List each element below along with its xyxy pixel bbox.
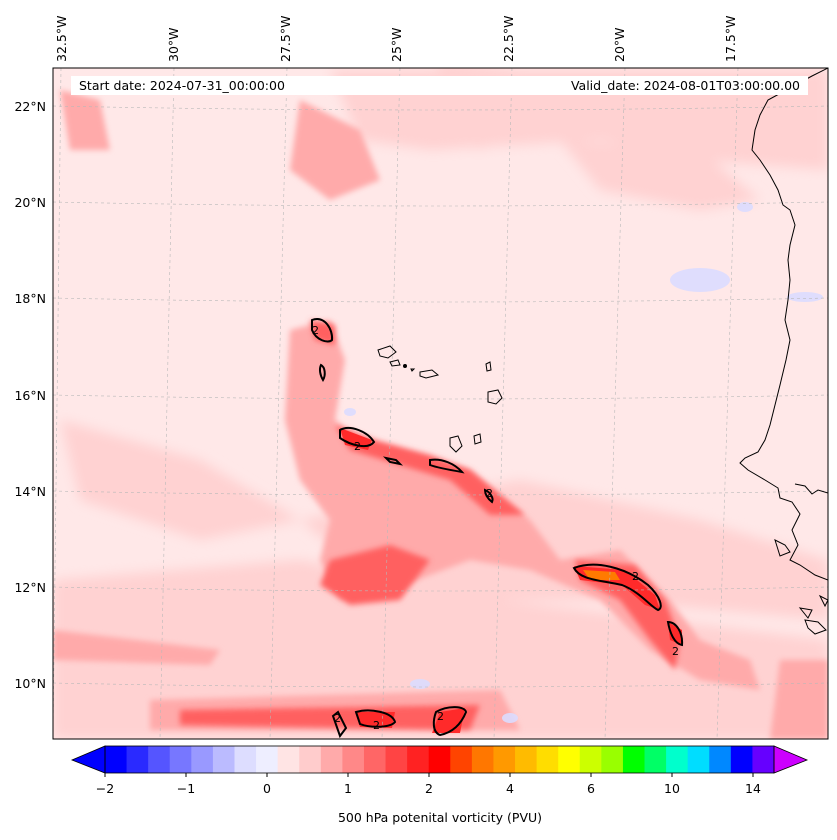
pv-field-negative (344, 202, 823, 723)
lon-label: 22.5°W (501, 16, 516, 62)
lon-label: 25°W (389, 27, 404, 62)
colorbar-cell (709, 746, 732, 773)
colorbar-cell (126, 746, 149, 773)
graticule (53, 68, 828, 739)
lon-label: 30°W (166, 27, 181, 62)
colorbar-cell (450, 746, 473, 773)
pv-field-strong (180, 320, 680, 730)
colorbar-cell (428, 746, 451, 773)
colorbar-cell (191, 746, 214, 773)
colorbar-cell (644, 746, 667, 773)
lat-label: 18°N (14, 291, 46, 306)
colorbar-tick-labels: −2 −1 0 1 2 4 6 10 14 (96, 781, 761, 796)
map-frame (52, 67, 829, 740)
contour-label: 2 (486, 487, 493, 500)
colorbar-tick-label: −1 (177, 781, 195, 796)
lat-label: 10°N (14, 676, 46, 691)
colorbar-tick-label: 0 (263, 781, 271, 796)
colorbar-cell (385, 746, 408, 773)
lon-label: 20°W (612, 27, 627, 62)
colorbar-tick-label: 2 (425, 781, 433, 796)
contour-label: 2 (437, 710, 444, 723)
colorbar-tick-label: 14 (745, 781, 761, 796)
colorbar-cell (105, 746, 128, 773)
colorbar-tick-marks (104, 773, 754, 777)
colorbar-cell (320, 746, 343, 773)
pv-field-max (583, 570, 620, 580)
colorbar-cell (558, 746, 581, 773)
map-panel: 2 2 2 2 2 2 2 2 (53, 68, 828, 739)
colorbar-cell (169, 746, 192, 773)
contour-label: 2 (373, 719, 380, 732)
colorbar-cell (493, 746, 516, 773)
lat-label: 22°N (14, 99, 46, 114)
coastline (739, 68, 828, 635)
colorbar-tick-label: 1 (344, 781, 352, 796)
colorbar-cell (299, 746, 322, 773)
colorbar-title: 500 hPa potenital vorticity (PVU) (338, 810, 542, 825)
contour-label: 2 (672, 645, 679, 658)
contour-label: 2 (334, 712, 341, 725)
start-date-label: Start date: 2024-07-31_00:00:00 (79, 78, 285, 93)
date-banner: Start date: 2024-07-31_00:00:00 Valid_da… (71, 76, 808, 95)
colorbar-cells (105, 746, 775, 773)
colorbar-extend-low (70, 745, 106, 774)
date-banner-box (71, 76, 808, 95)
colorbar-cell (342, 746, 365, 773)
colorbar-tick-label: 6 (587, 781, 595, 796)
colorbar-cell (752, 746, 775, 773)
cape-verde-islands (377, 345, 503, 453)
colorbar-cell (363, 746, 387, 773)
pv-field-light (53, 68, 828, 739)
lon-label: 32.5°W (54, 16, 69, 62)
lon-label: 17.5°W (723, 16, 738, 62)
lat-label: 12°N (14, 580, 46, 595)
colorbar-outline (104, 745, 775, 774)
colorbar-tick-label: 10 (664, 781, 680, 796)
lon-label: 27.5°W (278, 16, 293, 62)
colorbar-cell (666, 746, 689, 773)
pv-contour (311, 318, 684, 739)
lat-label: 16°N (14, 388, 46, 403)
colorbar-cell (277, 746, 300, 773)
colorbar: −2 −1 0 1 2 4 6 10 14 500 hPa potenital … (70, 745, 809, 825)
lat-label: 20°N (14, 195, 46, 210)
colorbar-cell (471, 746, 494, 773)
latitude-labels: 22°N 20°N 18°N 16°N 14°N 12°N 10°N (14, 99, 46, 691)
contour-labels: 2 2 2 2 2 2 2 2 (312, 324, 679, 732)
colorbar-cell (579, 746, 602, 773)
colorbar-cell (212, 746, 235, 773)
colorbar-extend-high (773, 745, 809, 774)
colorbar-cell (256, 746, 279, 773)
colorbar-cell (601, 746, 624, 773)
colorbar-tick-label: −2 (96, 781, 114, 796)
colorbar-cell (622, 746, 646, 773)
colorbar-cell (730, 746, 753, 773)
contour-label: 2 (312, 324, 319, 337)
colorbar-cell (536, 746, 559, 773)
contour-label: 2 (632, 570, 639, 583)
colorbar-cell (515, 746, 538, 773)
colorbar-cell (234, 746, 257, 773)
lat-label: 14°N (14, 484, 46, 499)
valid-date-label: Valid_date: 2024-08-01T03:00:00.00 (571, 78, 800, 93)
colorbar-cell (407, 746, 430, 773)
colorbar-cell (148, 746, 171, 773)
colorbar-tick-label: 4 (506, 781, 514, 796)
contour-label: 2 (354, 440, 361, 453)
longitude-labels: 32.5°W 30°W 27.5°W 25°W 22.5°W 20°W 17.5… (54, 16, 738, 62)
colorbar-cell (687, 746, 710, 773)
